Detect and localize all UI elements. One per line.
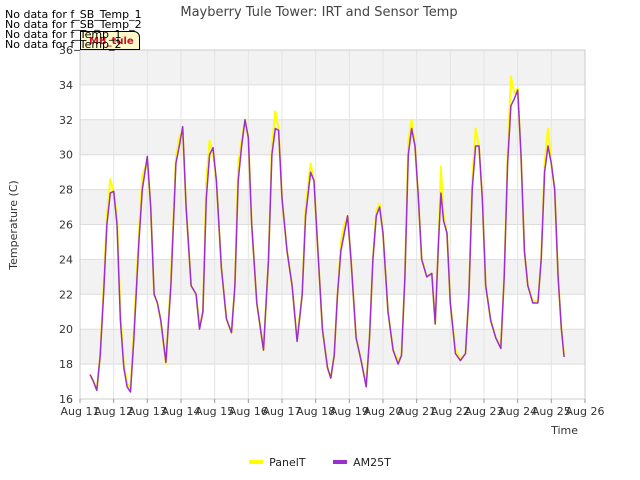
x-tick-label: Aug 18	[296, 405, 335, 418]
x-tick-label: Aug 23	[465, 405, 504, 418]
plot-frame	[79, 49, 586, 400]
y-tick-label: 20	[59, 323, 73, 336]
x-tick-label: Aug 15	[195, 405, 234, 418]
plot-band	[80, 154, 585, 190]
series-lines	[89, 75, 566, 393]
nodata-message-temp-1: No data for f_Temp_1	[5, 28, 122, 41]
y-tick-label: 32	[59, 114, 73, 127]
legend: PanelT AM25T	[0, 454, 640, 469]
y-tick-label: 16	[59, 393, 73, 406]
y-tick-label: 30	[59, 149, 73, 162]
x-tick-label: Aug 11	[61, 405, 100, 418]
plot-band	[80, 259, 585, 295]
x-tick-label: Aug 16	[229, 405, 268, 418]
y-tick-label: 34	[59, 79, 73, 92]
plot-band	[80, 119, 585, 155]
x-tick-label: Aug 26	[566, 405, 605, 418]
plot-band	[80, 329, 585, 365]
x-tick-label: Aug 24	[498, 405, 537, 418]
legend-label-panelt: PanelT	[269, 455, 306, 469]
x-tick-label: Aug 12	[94, 405, 133, 418]
x-tick-label: Aug 14	[162, 405, 201, 418]
x-tick-label: Aug 25	[532, 405, 571, 418]
x-tick-label: Aug 13	[128, 405, 167, 418]
legend-item-am25t[interactable]: AM25T	[333, 456, 391, 469]
nodata-message-sb-temp-2: No data for f_SB_Temp_2	[5, 18, 142, 31]
plot-band	[80, 84, 585, 120]
legend-swatch-am25t	[333, 460, 348, 464]
y-tick-label: 36	[59, 44, 73, 57]
nodata-message-sb-temp-1: No data for f_SB_Temp_1	[5, 8, 142, 21]
y-tick-label: 26	[59, 219, 73, 232]
plot-band	[80, 189, 585, 225]
y-tick-label: 28	[59, 184, 73, 197]
x-tick-label: Aug 21	[397, 405, 436, 418]
x-axis-label: Time	[550, 424, 578, 437]
x-tick-label: Aug 22	[431, 405, 470, 418]
legend-swatch-panelt	[249, 460, 264, 464]
nodata-message-temp-2: No data for f_Temp_2	[5, 38, 122, 51]
plot-band	[80, 224, 585, 260]
y-tick-label: 22	[59, 288, 73, 301]
site-tooltip: MB_tule	[80, 31, 140, 50]
y-axis-ticks: 16 18 20 22 24 26 28 30 32 34 36	[59, 44, 73, 406]
x-tick-label: Aug 20	[364, 405, 403, 418]
chart-title: Mayberry Tule Tower: IRT and Sensor Temp	[180, 5, 457, 20]
plot-band	[80, 294, 585, 330]
series-line-am25t	[89, 89, 565, 393]
legend-label-am25t: AM25T	[353, 455, 391, 469]
x-tick-label: Aug 19	[330, 405, 369, 418]
x-tick-label: Aug 17	[263, 405, 302, 418]
y-axis-label: Temperature (C)	[7, 180, 20, 270]
plot-band	[80, 50, 585, 85]
legend-item-panelt[interactable]: PanelT	[249, 455, 306, 469]
y-tick-label: 24	[59, 253, 73, 266]
y-tick-label: 18	[59, 358, 73, 371]
site-tooltip-label: MB_tule	[89, 36, 134, 47]
